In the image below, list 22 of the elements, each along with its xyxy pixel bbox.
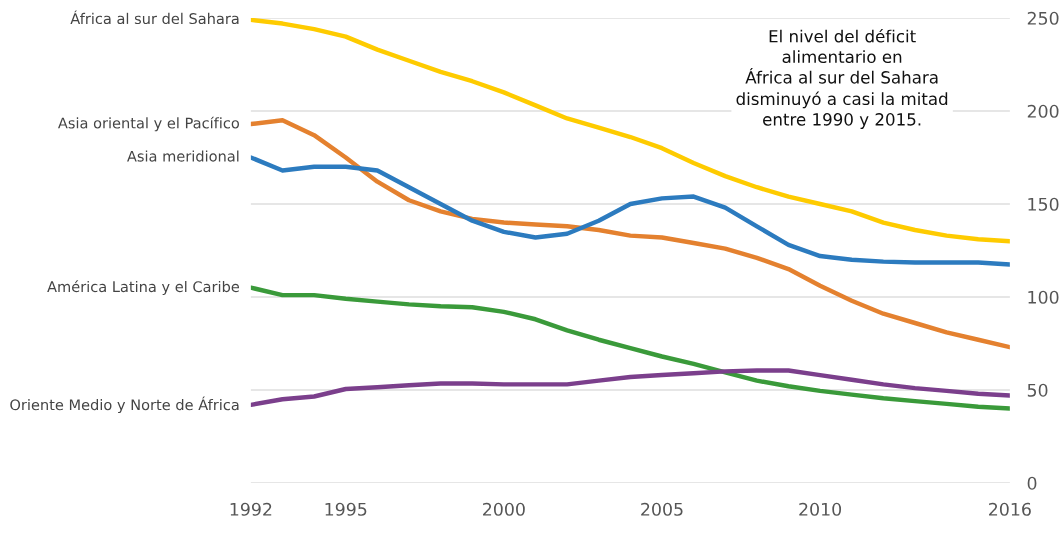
series-label: Oriente Medio y Norte de África [10, 396, 239, 414]
x-tick-label: 2016 [989, 502, 1031, 516]
series-label: América Latina y el Caribe [47, 280, 240, 296]
x-tick-label: 2010 [799, 502, 842, 516]
y-tick-label: 0 [1027, 476, 1037, 490]
y-tick-label: 50 [1027, 383, 1048, 397]
line-series [250, 368, 1010, 408]
x-tick-label: 1995 [325, 502, 367, 516]
y-tick-label: 200 [1027, 104, 1059, 118]
line-series [250, 155, 1010, 267]
x-tick-label: 2000 [483, 502, 525, 516]
series-label: Asia oriental y el Pacífico [58, 116, 240, 132]
series-label: Asia meridional [127, 150, 239, 162]
y-tick-label: 150 [1028, 197, 1059, 211]
series-label: África al sur del Sahara [70, 10, 239, 25]
line-series [250, 285, 1010, 411]
y-tick-label: 100 [1028, 290, 1059, 304]
x-tick-label: 1992 [230, 502, 272, 516]
line-series [250, 18, 1010, 244]
x-tick-label: 2005 [641, 502, 683, 516]
annotation: El nivel del déficit alimentario en África al sur del Sahara disminuyó a casi la mitad entre 1990 y 2015. [736, 28, 948, 129]
y-tick-label: 250 [1027, 11, 1059, 25]
